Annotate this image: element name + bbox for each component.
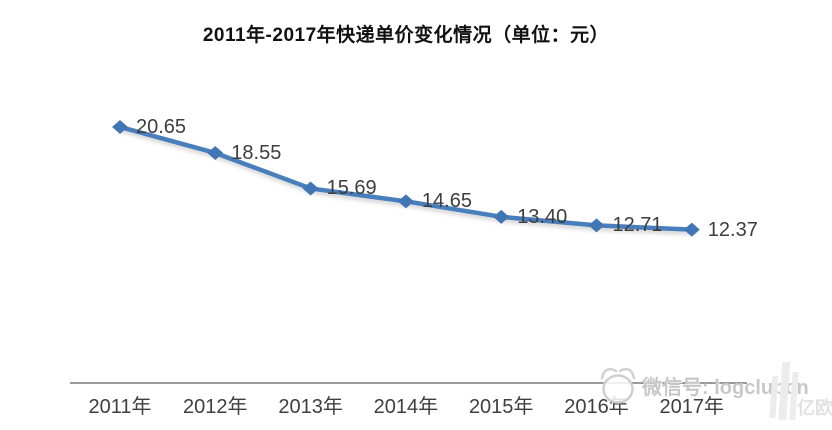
x-axis-tick-label: 2015年	[468, 396, 534, 418]
data-point-marker	[683, 222, 700, 237]
x-axis-tick-label: 2014年	[373, 396, 439, 418]
data-point-label: 13.40	[517, 205, 568, 228]
data-point-marker	[112, 119, 128, 134]
data-point-marker	[493, 209, 510, 224]
data-point-label: 15.69	[326, 177, 377, 200]
data-point-label: 12.37	[707, 218, 758, 241]
x-axis-tick-label: 2013年	[278, 396, 343, 418]
data-point-marker	[302, 181, 319, 196]
x-axis-tick-label: 2011年	[88, 396, 152, 418]
wechat-id-watermark: 微信号: logclubcn	[642, 377, 809, 399]
data-point-label: 12.71	[612, 214, 663, 237]
x-axis-tick-label: 2012年	[183, 396, 248, 418]
logclub-mascot-icon	[600, 367, 636, 404]
data-point-marker	[397, 194, 414, 209]
x-axis-tick-label: 2017年	[659, 396, 725, 418]
data-point-label: 18.55	[231, 141, 282, 164]
series-markers	[112, 119, 700, 237]
brand-logo-label: 亿欧	[797, 398, 832, 418]
iyiou-logo-icon	[769, 362, 799, 420]
data-point-marker	[207, 145, 224, 160]
data-point-label: 20.65	[136, 115, 187, 138]
data-point-label: 14.65	[421, 190, 472, 213]
data-point-marker	[588, 218, 605, 233]
series-line	[117, 124, 695, 232]
chart-title: 2011年-2017年快递单价变化情况（单位：元）	[202, 25, 610, 46]
